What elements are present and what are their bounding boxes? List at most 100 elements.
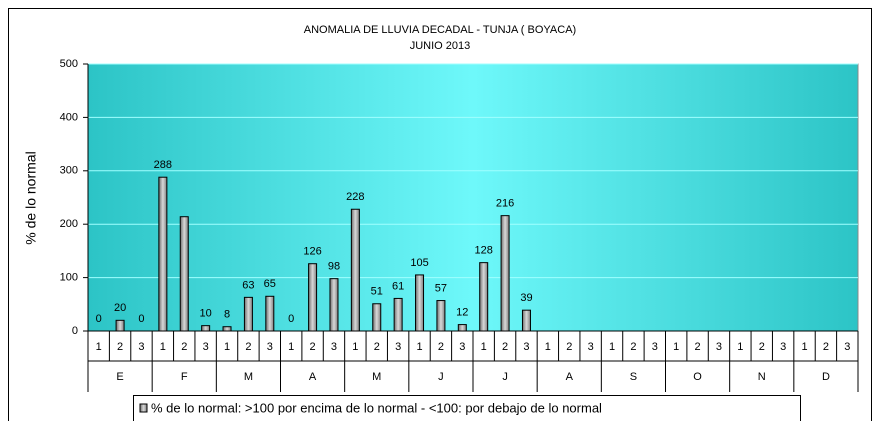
x-tick-label: 2 bbox=[630, 341, 636, 353]
x-tick-label: 3 bbox=[652, 341, 658, 353]
data-label: 105 bbox=[410, 257, 428, 269]
y-tick-label: 300 bbox=[60, 165, 78, 177]
bar bbox=[179, 216, 189, 332]
data-label: 228 bbox=[346, 191, 364, 203]
x-tick-label: 2 bbox=[695, 341, 701, 353]
bar bbox=[393, 297, 403, 332]
bar bbox=[500, 215, 510, 332]
group-label: A bbox=[566, 371, 574, 383]
bar bbox=[457, 324, 467, 332]
data-label: 57 bbox=[435, 282, 447, 294]
x-tick-label: 3 bbox=[459, 341, 465, 353]
y-tick-label: 500 bbox=[60, 58, 78, 70]
x-tick-label: 3 bbox=[203, 341, 209, 353]
x-tick-label: 1 bbox=[160, 341, 166, 353]
x-tick-label: 1 bbox=[352, 341, 358, 353]
bar bbox=[372, 303, 382, 332]
x-tick-label: 3 bbox=[523, 341, 529, 353]
x-tick-label: 3 bbox=[267, 341, 273, 353]
x-tick-label: 3 bbox=[780, 341, 786, 353]
x-tick-label: 2 bbox=[310, 341, 316, 353]
x-tick-label: 2 bbox=[181, 341, 187, 353]
data-label: 288 bbox=[154, 159, 172, 171]
data-label: 0 bbox=[96, 313, 102, 325]
x-tick-label: 3 bbox=[395, 341, 401, 353]
x-tick-label: 1 bbox=[288, 341, 294, 353]
x-tick-label: 1 bbox=[737, 341, 743, 353]
data-label: 10 bbox=[200, 308, 212, 320]
group-label: M bbox=[372, 371, 381, 383]
y-tick-label: 400 bbox=[60, 111, 78, 123]
x-tick-label: 3 bbox=[716, 341, 722, 353]
bar bbox=[350, 208, 360, 332]
x-tick-label: 2 bbox=[245, 341, 251, 353]
group-label: A bbox=[309, 371, 317, 383]
data-label: 128 bbox=[475, 245, 493, 257]
data-label: 39 bbox=[520, 292, 532, 304]
x-tick-label: 1 bbox=[481, 341, 487, 353]
y-tick-label: 100 bbox=[60, 272, 78, 284]
bar bbox=[521, 309, 531, 332]
y-tick-label: 0 bbox=[72, 325, 78, 337]
group-label: J bbox=[502, 371, 508, 383]
chart-subtitle: JUNIO 2013 bbox=[410, 40, 471, 52]
group-label: O bbox=[693, 371, 702, 383]
y-tick-label: 200 bbox=[60, 218, 78, 230]
bar bbox=[308, 263, 318, 332]
legend bbox=[133, 395, 801, 421]
bar bbox=[201, 325, 211, 332]
bar bbox=[329, 278, 339, 332]
x-tick-label: 3 bbox=[588, 341, 594, 353]
bar bbox=[222, 326, 232, 332]
bar bbox=[115, 319, 125, 332]
group-label: N bbox=[758, 371, 766, 383]
bar bbox=[436, 300, 446, 332]
x-tick-label: 1 bbox=[224, 341, 230, 353]
group-label: D bbox=[822, 371, 830, 383]
data-label: 0 bbox=[288, 313, 294, 325]
x-tick-label: 2 bbox=[374, 341, 380, 353]
x-tick-label: 1 bbox=[673, 341, 679, 353]
chart-title: ANOMALIA DE LLUVIA DECADAL - TUNJA ( BOY… bbox=[304, 24, 576, 36]
legend-label: % de lo normal: >100 por encima de lo no… bbox=[151, 400, 602, 415]
x-tick-label: 2 bbox=[502, 341, 508, 353]
x-tick-label: 2 bbox=[759, 341, 765, 353]
data-label: 216 bbox=[496, 198, 514, 210]
group-label: E bbox=[116, 371, 123, 383]
y-axis-label: % de lo normal bbox=[23, 151, 39, 244]
plot-area bbox=[87, 63, 859, 332]
x-tick-label: 1 bbox=[609, 341, 615, 353]
x-tick-label: 1 bbox=[545, 341, 551, 353]
data-label: 8 bbox=[224, 309, 230, 321]
x-tick-label: 3 bbox=[138, 341, 144, 353]
data-label: 20 bbox=[114, 302, 126, 314]
bar bbox=[243, 296, 253, 332]
data-label: 61 bbox=[392, 280, 404, 292]
bar bbox=[265, 295, 275, 332]
data-label: 98 bbox=[328, 261, 340, 273]
data-label: 63 bbox=[242, 279, 254, 291]
data-label: 12 bbox=[456, 306, 468, 318]
data-label: 51 bbox=[371, 286, 383, 298]
data-label: 0 bbox=[138, 313, 144, 325]
x-tick-label: 1 bbox=[96, 341, 102, 353]
x-tick-label: 1 bbox=[801, 341, 807, 353]
x-tick-label: 2 bbox=[566, 341, 572, 353]
x-tick-label: 3 bbox=[331, 341, 337, 353]
group-label: J bbox=[438, 371, 444, 383]
x-tick-label: 3 bbox=[844, 341, 850, 353]
bar bbox=[158, 176, 168, 332]
legend-swatch bbox=[139, 403, 148, 413]
x-tick-label: 2 bbox=[438, 341, 444, 353]
group-label: F bbox=[181, 371, 188, 383]
group-label: M bbox=[244, 371, 253, 383]
x-tick-label: 1 bbox=[416, 341, 422, 353]
bar bbox=[415, 274, 425, 332]
data-label: 65 bbox=[264, 278, 276, 290]
data-label: 126 bbox=[303, 246, 321, 258]
x-tick-label: 2 bbox=[117, 341, 123, 353]
x-tick-label: 2 bbox=[823, 341, 829, 353]
bar bbox=[479, 262, 489, 332]
group-label: S bbox=[630, 371, 637, 383]
